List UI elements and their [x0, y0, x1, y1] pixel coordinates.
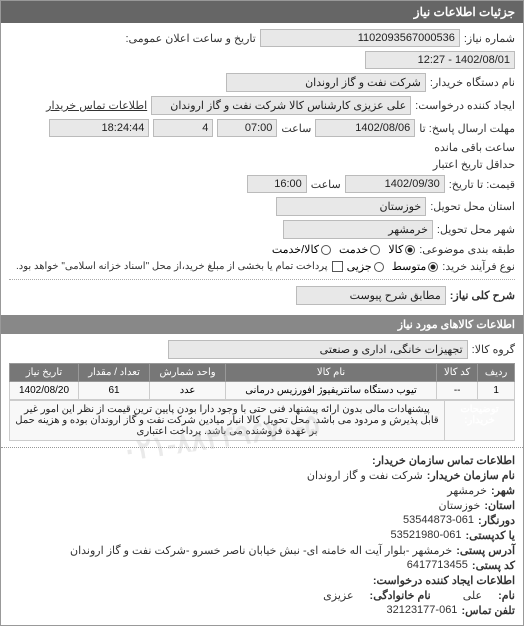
- remaining-label: ساعت باقی مانده: [434, 141, 515, 154]
- contact-fax-label: دورنگار:: [478, 514, 515, 527]
- reply-deadline-label: مهلت ارسال پاسخ: تا: [419, 122, 515, 135]
- cell-qty: 61: [79, 382, 150, 400]
- contact-city: خرمشهر: [447, 484, 487, 497]
- contact-area: اطلاعات تماس سازمان خریدار: نام سازمان خ…: [1, 448, 523, 625]
- proc-small[interactable]: متوسط: [392, 260, 439, 273]
- contact-lname-label: نام خانوادگی:: [370, 589, 431, 602]
- valid-label: حداقل تاریخ اعتبار: [433, 158, 515, 171]
- reply-date-field: 1402/08/06: [315, 119, 415, 137]
- contact-postal: 53521980-061: [391, 529, 462, 542]
- contact-phone: 32123177-061: [386, 604, 457, 617]
- desc-table: توضیحات خریدار: پیشنهادات مالی بدون ارائ…: [9, 400, 515, 441]
- contact-name: علی: [463, 589, 482, 602]
- radio-dot-icon: [428, 262, 438, 272]
- contact-city-label: شهر:: [491, 484, 515, 497]
- province-field: خوزستان: [276, 197, 426, 216]
- form-area: شماره نیاز: 1102093567000536 تاریخ و ساع…: [1, 23, 523, 315]
- col-unit: واحد شمارش: [150, 364, 226, 382]
- request-no-label: شماره نیاز:: [464, 32, 515, 45]
- price-time-field: 16:00: [247, 175, 307, 193]
- announce-label: تاریخ و ساعت اعلان عمومی:: [125, 32, 255, 45]
- items-table: ردیف کد کالا نام کالا واحد شمارش تعداد /…: [9, 363, 515, 400]
- desc-label: توضیحات خریدار:: [445, 401, 515, 441]
- col-row: ردیف: [478, 364, 515, 382]
- group-label: گروه کالا:: [472, 343, 515, 356]
- request-no-field: 1102093567000536: [260, 29, 460, 47]
- city-label: شهر محل تحویل:: [437, 223, 515, 236]
- col-code: کد کالا: [437, 364, 478, 382]
- proc-note: پرداخت تمام یا بخشی از مبلغ خرید،از محل …: [16, 261, 328, 272]
- cell-unit: عدد: [150, 382, 226, 400]
- radio-dot-icon: [321, 245, 331, 255]
- radio-dot-icon: [370, 245, 380, 255]
- remaining-days-field: 4: [153, 119, 213, 137]
- proc-partial[interactable]: جزیی: [347, 260, 384, 273]
- process-radio-group: متوسط جزیی: [347, 260, 439, 273]
- group-field: تجهیزات خانگی، اداری و صنعتی: [168, 340, 468, 359]
- col-date: تاریخ نیاز: [10, 364, 79, 382]
- contact-zip: 6417713455: [407, 559, 468, 572]
- cell-code: --: [437, 382, 478, 400]
- proc-small-label: متوسط: [392, 260, 427, 273]
- table-header-row: ردیف کد کالا نام کالا واحد شمارش تعداد /…: [10, 364, 515, 382]
- remaining-time-field: 18:24:44: [49, 119, 149, 137]
- process-label: نوع فرآیند خرید:: [442, 260, 515, 273]
- contact-header: اطلاعات تماس سازمان خریدار:: [372, 454, 515, 467]
- proc-partial-label: جزیی: [347, 260, 372, 273]
- creator-label: ایجاد کننده درخواست:: [415, 99, 515, 112]
- contact-org: شرکت نفت و گاز اروندان: [307, 469, 423, 482]
- radio-dot-icon: [374, 262, 384, 272]
- buyer-org-label: نام دستگاه خریدار:: [430, 76, 515, 89]
- contact-postal-label: یا کدپستی:: [465, 529, 515, 542]
- col-qty: تعداد / مقدار: [79, 364, 150, 382]
- price-until-label: قیمت: تا تاریخ:: [449, 178, 515, 191]
- buyer-contact-link[interactable]: اطلاعات تماس خریدار: [46, 99, 147, 112]
- radio-mid[interactable]: خدمت: [339, 243, 380, 256]
- price-time-label: ساعت: [311, 178, 341, 191]
- contact-zip-label: کد پستی:: [472, 559, 515, 572]
- desc-content: پیشنهادات مالی بدون ارائه پیشنهاد فنی حت…: [10, 401, 445, 441]
- contact-phone-label: تلفن تماس:: [461, 604, 515, 617]
- items-area: گروه کالا: تجهیزات خانگی، اداری و صنعتی …: [1, 334, 523, 447]
- pack-radio-group: کالا خدمت کالا/خدمت: [272, 243, 415, 256]
- radio-mid-label: خدمت: [339, 243, 368, 256]
- contact-province-label: استان:: [484, 499, 515, 512]
- table-row: 1 -- تیوب دستگاه سانتریفیوژ افورزیس درما…: [10, 382, 515, 400]
- province-label: استان محل تحویل:: [430, 200, 515, 213]
- cell-name: تیوب دستگاه سانتریفیوژ افورزیس درمانی: [226, 382, 437, 400]
- cell-date: 1402/08/20: [10, 382, 79, 400]
- section-header-details: جزئیات اطلاعات نیاز: [1, 1, 523, 23]
- contact-name-label: نام:: [498, 589, 515, 602]
- buyer-org-field: شرکت نفت و گاز اروندان: [226, 73, 426, 92]
- announce-field: 1402/08/01 - 12:27: [365, 51, 515, 69]
- reply-time-label: ساعت: [281, 122, 311, 135]
- summary-label: شرح کلی نیاز:: [450, 289, 515, 302]
- checkbox-proc[interactable]: [332, 261, 343, 272]
- contact-address: خرمشهر -بلوار آیت اله خامنه ای- نبش خیاب…: [70, 544, 452, 557]
- contact-province: خوزستان: [439, 499, 481, 512]
- summary-field: مطابق شرح پیوست: [296, 286, 446, 305]
- contact-lname: عزیزی: [323, 589, 353, 602]
- reply-time-field: 07:00: [217, 119, 277, 137]
- creator-field: علی عزیزی کارشناس کالا شرکت نفت و گاز ار…: [151, 96, 411, 115]
- radio-all-label: کالا: [388, 243, 403, 256]
- sub-header-items: اطلاعات کالاهای مورد نیاز: [1, 315, 523, 334]
- radio-dot-icon: [405, 245, 415, 255]
- radio-service[interactable]: کالا/خدمت: [272, 243, 331, 256]
- pack-label: طبقه بندی موضوعی:: [419, 243, 515, 256]
- radio-all[interactable]: کالا: [388, 243, 415, 256]
- contact-fax: 53544873-061: [403, 514, 474, 527]
- radio-service-label: کالا/خدمت: [272, 243, 319, 256]
- price-date-field: 1402/09/30: [345, 175, 445, 193]
- city-field: خرمشهر: [283, 220, 433, 239]
- col-name: نام کالا: [226, 364, 437, 382]
- cell-row: 1: [478, 382, 515, 400]
- contact-address-label: آدرس پستی:: [456, 544, 515, 557]
- contact-org-label: نام سازمان خریدار:: [427, 469, 515, 482]
